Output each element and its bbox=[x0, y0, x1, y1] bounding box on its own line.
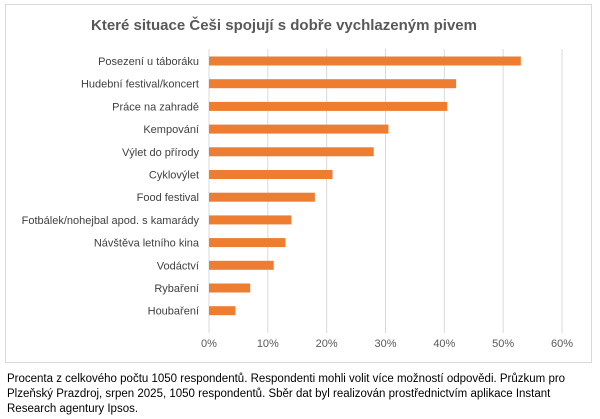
bar bbox=[209, 124, 389, 134]
bar-chart: Které situace Češi spojují s dobře vychl… bbox=[22, 16, 574, 350]
category-labels: Posezení u táboráku Hudební festival/konc… bbox=[22, 56, 200, 318]
x-tick-label: 30% bbox=[374, 338, 396, 350]
x-tick-label: 40% bbox=[433, 338, 455, 350]
category-label: Food festival bbox=[137, 192, 199, 204]
category-label: Fotbálek/nohejbal apod. s kamarády bbox=[22, 215, 200, 227]
chart-title: Které situace Češi spojují s dobře vychl… bbox=[91, 16, 477, 34]
footnote: Procenta z celkového počtu 1050 responde… bbox=[7, 373, 566, 415]
bar bbox=[209, 283, 251, 293]
category-label: Rybaření bbox=[154, 283, 199, 295]
x-tick-label: 60% bbox=[551, 338, 573, 350]
category-label: Posezení u táboráku bbox=[98, 56, 199, 68]
bars bbox=[209, 56, 521, 316]
bar bbox=[209, 101, 448, 111]
bar bbox=[209, 260, 274, 270]
bar bbox=[209, 306, 236, 316]
category-label: Hudební festival/koncert bbox=[81, 79, 199, 91]
bar bbox=[209, 192, 315, 202]
chart-area: Které situace Češi spojují s dobře vychl… bbox=[5, 4, 592, 363]
category-label: Práce na zahradě bbox=[112, 101, 199, 113]
bar bbox=[209, 147, 374, 157]
category-label: Houbaření bbox=[148, 306, 199, 318]
x-tick-label: 10% bbox=[257, 338, 279, 350]
bar bbox=[209, 79, 457, 89]
bar bbox=[209, 170, 333, 179]
x-tick-label: 0% bbox=[201, 338, 217, 350]
category-label: Výlet do přírody bbox=[122, 147, 200, 159]
category-label: Kempování bbox=[143, 124, 199, 136]
bar bbox=[209, 215, 292, 225]
bar bbox=[209, 238, 286, 248]
category-label: Návštěva letního kina bbox=[94, 238, 200, 250]
bar bbox=[209, 56, 521, 66]
gridlines bbox=[208, 49, 563, 333]
x-tick-label: 20% bbox=[316, 338, 338, 350]
x-tick-label: 50% bbox=[492, 338, 514, 350]
category-label: Vodáctví bbox=[157, 260, 199, 272]
x-axis-tick-labels: 0% 10% 20% 30% 40% 50% 60% bbox=[201, 338, 573, 350]
category-label: Cyklovýlet bbox=[149, 170, 199, 182]
